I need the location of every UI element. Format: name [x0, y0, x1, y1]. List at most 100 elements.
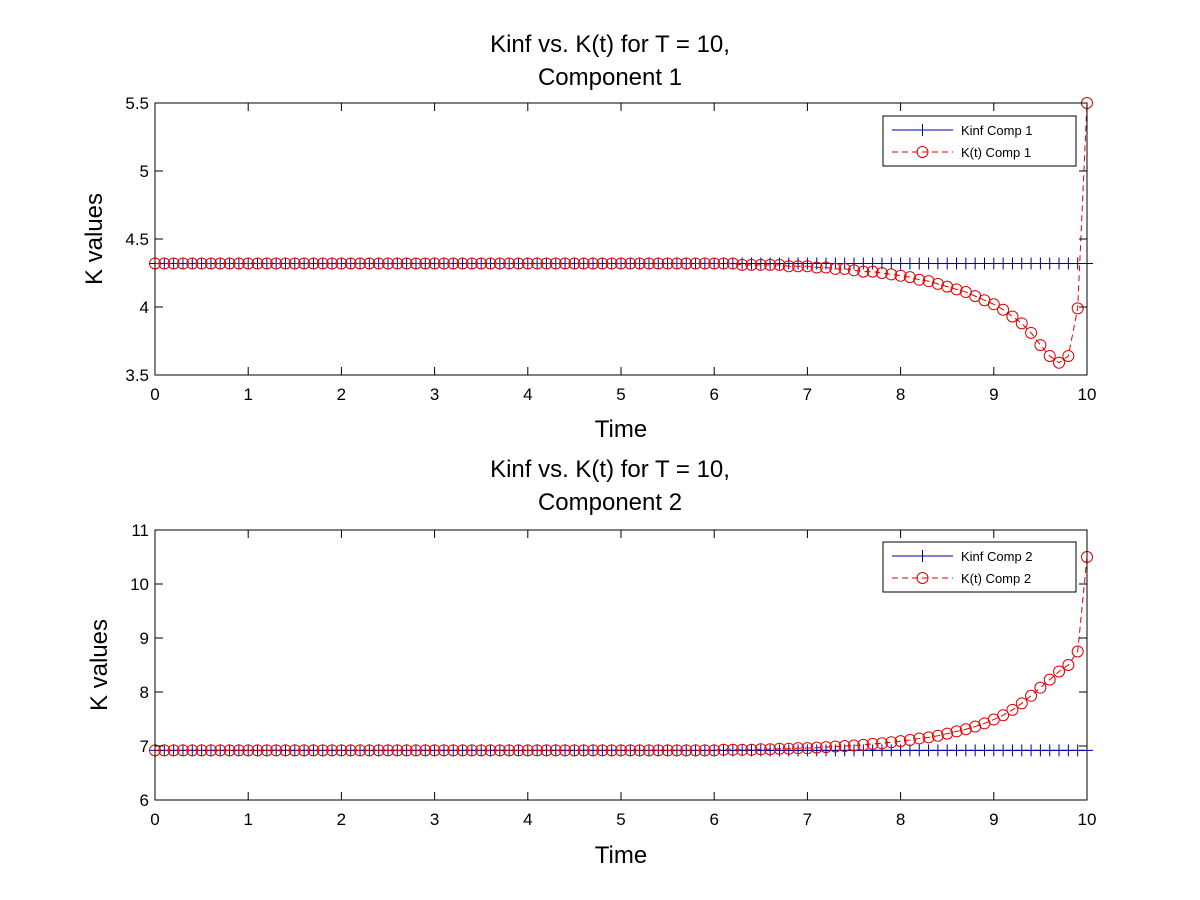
- data-point-circle: [1071, 302, 1084, 315]
- data-point-circle: [717, 743, 730, 756]
- data-point-circle: [549, 257, 562, 270]
- data-point-circle: [1034, 681, 1047, 694]
- data-point-circle: [615, 744, 627, 757]
- data-point-circle: [642, 744, 655, 757]
- data-point-circle: [1015, 697, 1028, 710]
- data-point-circle: [447, 257, 460, 270]
- chart-title-line-1: Kinf vs. K(t) for T = 10,: [490, 31, 730, 58]
- x-tick-label: 6: [709, 385, 718, 404]
- legend-label-kinf: Kinf Comp 2: [961, 549, 1033, 564]
- data-point-circle: [652, 744, 665, 757]
- data-point-circle: [270, 257, 283, 270]
- plot-marks: [149, 97, 1093, 369]
- data-point-circle: [465, 257, 478, 270]
- data-point-circle: [428, 744, 441, 757]
- y-tick-label: 7: [140, 737, 149, 756]
- data-point-circle: [764, 743, 777, 756]
- data-point-circle: [270, 744, 283, 757]
- x-tick-label: 6: [709, 810, 718, 829]
- data-point-circle: [754, 258, 767, 271]
- legend-box: [882, 115, 1077, 167]
- data-point-circle: [512, 744, 525, 757]
- chart-title-line-2: Component 1: [538, 64, 682, 91]
- data-point-circle: [298, 257, 311, 270]
- data-point-circle: [1043, 673, 1056, 686]
- x-tick-label: 3: [430, 385, 439, 404]
- data-point-circle: [913, 732, 926, 745]
- data-point-circle: [447, 744, 460, 757]
- data-point-circle: [726, 743, 739, 756]
- x-tick-label: 8: [896, 810, 905, 829]
- data-point-circle: [531, 257, 544, 270]
- data-point-circle: [372, 257, 385, 270]
- data-point-circle: [354, 257, 367, 270]
- axis-ticks: 0 1 2 3 4 5 6 7 8 9 10 6 7 8 9 10 11: [130, 521, 1096, 829]
- data-point-circle: [987, 298, 1000, 311]
- data-point-circle: [503, 257, 516, 270]
- data-point-circle: [941, 727, 954, 740]
- data-point-circle: [521, 744, 534, 757]
- data-point-circle: [176, 257, 189, 270]
- x-tick-label: 1: [243, 385, 252, 404]
- data-point-circle: [260, 257, 273, 270]
- data-point-circle: [680, 744, 693, 757]
- data-point-circle: [344, 744, 357, 757]
- data-point-circle: [661, 744, 674, 757]
- subplot-component-2: Kinf vs. K(t) for T = 10, Component 2 0 1…: [86, 456, 1096, 869]
- series-line-kt: [155, 556, 1088, 751]
- x-axis-label: Time: [595, 842, 647, 869]
- x-tick-label: 5: [616, 385, 625, 404]
- data-point-circle: [484, 744, 497, 757]
- data-point-circle: [204, 257, 217, 270]
- legend-label-kt: K(t) Comp 1: [961, 145, 1031, 160]
- legend-entry-kinf: Kinf Comp 1: [892, 123, 1033, 138]
- data-point-circle: [568, 257, 581, 270]
- data-point-circle: [698, 744, 711, 757]
- data-point-circle: [428, 257, 441, 270]
- data-point-circle: [848, 739, 860, 752]
- data-point-circle: [903, 734, 916, 747]
- data-point-circle: [158, 257, 171, 270]
- legend-entry-kt: K(t) Comp 2: [892, 571, 1031, 586]
- data-point-circle: [456, 744, 469, 757]
- data-point-circle: [577, 257, 590, 270]
- y-tick-label: 6: [140, 791, 149, 810]
- y-axis-label: K values: [86, 619, 113, 711]
- data-point-circle: [922, 731, 935, 744]
- data-point-circle: [382, 257, 394, 270]
- data-point-circle: [475, 744, 488, 757]
- data-point-circle: [736, 743, 749, 756]
- data-point-circle: [400, 744, 413, 757]
- data-point-circle: [176, 744, 189, 757]
- data-point-circle: [866, 737, 879, 750]
- data-point-circle: [559, 744, 572, 757]
- y-tick-label: 5.5: [125, 94, 149, 113]
- data-point-circle: [820, 741, 833, 754]
- data-point-circle: [391, 257, 404, 270]
- data-point-circle: [661, 257, 674, 270]
- data-point-circle: [670, 744, 683, 757]
- data-point-circle: [820, 261, 833, 274]
- data-point-circle: [633, 257, 646, 270]
- data-point-circle: [288, 257, 301, 270]
- data-point-circle: [409, 257, 422, 270]
- data-point-circle: [1062, 349, 1075, 362]
- data-point-circle: [764, 258, 777, 271]
- x-tick-label: 1: [243, 810, 252, 829]
- series-line-kt: [155, 102, 1088, 364]
- data-point-circle: [195, 257, 208, 270]
- data-point-circle: [792, 260, 805, 273]
- legend-marker-circle: [916, 572, 929, 584]
- data-point-circle: [540, 744, 553, 757]
- data-point-circle: [1062, 659, 1075, 671]
- data-point-circle: [307, 257, 320, 270]
- data-point-circle: [288, 744, 301, 757]
- data-point-circle: [1006, 703, 1019, 716]
- data-point-circle: [335, 257, 348, 270]
- data-point-circle: [708, 744, 721, 757]
- data-point-circle: [642, 257, 655, 270]
- data-point-circle: [484, 257, 497, 270]
- legend: Kinf Comp 2 K(t) Comp 2: [882, 541, 1077, 593]
- x-tick-label: 10: [1078, 810, 1097, 829]
- data-point-circle: [465, 744, 478, 757]
